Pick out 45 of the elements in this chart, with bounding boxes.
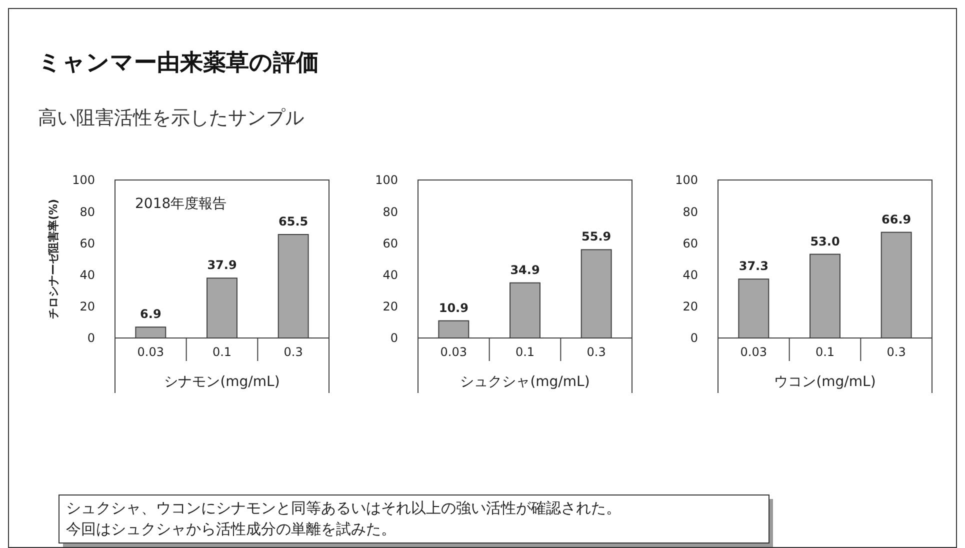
y-tick-label: 0	[390, 331, 398, 346]
x-tick-label: 0.3	[886, 345, 906, 359]
x-tick-label: 0.1	[515, 345, 535, 359]
x-tick-label: 0.1	[815, 345, 835, 359]
y-tick-label: 20	[80, 300, 95, 314]
chart-subtitle: 高い阻害活性を示したサンプル	[38, 107, 304, 129]
y-tick-label: 40	[382, 268, 398, 282]
x-tick-label: 0.3	[586, 345, 606, 359]
data-label: 6.9	[140, 307, 162, 322]
y-tick-label: 60	[382, 236, 398, 250]
y-tick-label: 100	[375, 173, 398, 188]
x-tick-label: 0.03	[440, 345, 468, 359]
y-tick-label: 60	[682, 236, 698, 250]
data-label: 65.5	[278, 214, 308, 229]
data-label: 55.9	[582, 230, 612, 244]
data-label: 53.0	[810, 234, 840, 248]
y-tick-label: 20	[382, 300, 398, 314]
y-tick-label: 100	[72, 173, 95, 188]
y-tick-label: 80	[682, 204, 698, 219]
chart-title: ミャンマー由来薬草の評価	[38, 50, 319, 76]
data-label: 10.9	[438, 300, 468, 315]
y-tick-label: 60	[80, 236, 95, 250]
x-axis-title: シュクシャ(mg/mL)	[460, 374, 590, 390]
y-tick-label: 0	[690, 331, 698, 346]
text: 今回はシュクシャから活性成分の単離を試みた。	[66, 520, 396, 538]
y-tick-label: 100	[675, 173, 698, 188]
x-axis-title: シナモン(mg/mL)	[164, 374, 280, 390]
y-axis-title: チロシナーゼ阻害率(%)	[47, 198, 60, 320]
y-tick-label: 20	[682, 300, 698, 314]
x-axis-title: ウコン(mg/mL)	[774, 374, 876, 390]
x-tick-label: 0.03	[137, 345, 164, 359]
y-tick-label: 80	[80, 204, 95, 219]
y-tick-label: 0	[87, 331, 95, 346]
y-tick-label: 40	[682, 268, 698, 282]
x-tick-label: 0.1	[212, 345, 232, 359]
text: シュクシャ、ウコンにシナモンと同等あるいはそれ以上の強い活性が確認された。	[66, 499, 621, 517]
data-label: 66.9	[882, 212, 912, 226]
y-tick-label: 40	[80, 268, 95, 282]
y-tick-label: 80	[382, 204, 398, 219]
x-tick-label: 0.03	[740, 345, 768, 359]
data-label: 37.9	[207, 258, 237, 272]
data-label: 34.9	[510, 262, 540, 277]
data-label: 37.3	[738, 259, 768, 274]
annotation: 2018年度報告	[135, 196, 227, 212]
x-tick-label: 0.3	[284, 345, 303, 359]
